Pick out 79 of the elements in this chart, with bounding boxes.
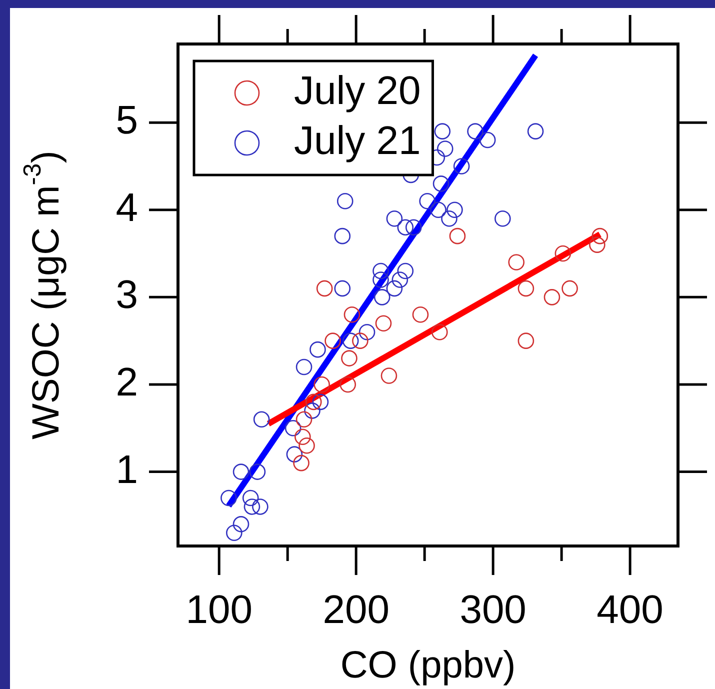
point [334,228,351,244]
point [253,411,270,428]
point [296,358,312,376]
point [316,280,333,297]
point [305,394,322,410]
point [244,498,260,515]
point [419,193,436,210]
point [453,158,470,174]
x-tick-label: 200 [322,588,390,632]
x-tick-label: 100 [186,588,252,632]
point [310,341,326,358]
point [592,228,608,244]
point [518,280,534,297]
point [479,132,496,148]
point [467,123,484,140]
point [436,140,454,157]
point [432,176,450,192]
point [342,332,359,349]
y-tick-label: 5 [116,98,138,143]
point [334,280,351,297]
point [372,262,389,280]
point [352,332,368,349]
legend-label: July 21 [294,119,421,164]
point [441,210,458,227]
point [508,254,525,270]
y-tick-label: 1 [116,448,138,492]
point [405,219,422,236]
point [232,464,250,480]
legend-label: July 20 [294,69,421,114]
point [293,454,310,472]
point [380,368,398,384]
point [374,289,390,306]
point [430,202,446,218]
point [397,262,414,280]
point [284,420,302,436]
point [589,236,606,253]
point [527,123,544,140]
y-axis-title: WSOC (μgC m-3) [19,150,68,440]
point [431,324,448,340]
point [296,411,312,428]
point [304,402,320,419]
point [336,193,354,210]
point [358,324,376,340]
point [286,446,303,462]
point [294,428,311,446]
point [386,280,403,297]
point [554,245,572,262]
point [344,306,360,323]
point [375,315,392,332]
point [226,524,242,542]
point [446,202,463,218]
point [449,228,466,244]
point [518,332,534,349]
x-axis-title: CO (ppbv) [340,644,516,686]
y-tick-label: 4 [116,186,138,230]
point [341,350,358,366]
point [298,437,315,454]
x-tick-label: 400 [596,588,664,632]
point [312,394,329,410]
point [242,490,259,506]
point [252,498,268,515]
point [314,376,330,393]
point [340,376,356,393]
point [494,210,511,227]
point [397,219,414,236]
point [562,280,578,297]
point [220,490,237,506]
point [412,306,429,323]
point [392,272,408,288]
point [386,210,403,227]
x-tick-label: 300 [460,588,526,632]
point [544,289,560,306]
point [372,272,389,288]
point [434,123,451,140]
y-tick-label: 3 [116,273,138,318]
y-tick-label: 2 [116,360,138,405]
point [324,332,341,349]
point [232,516,250,532]
point [249,464,266,480]
